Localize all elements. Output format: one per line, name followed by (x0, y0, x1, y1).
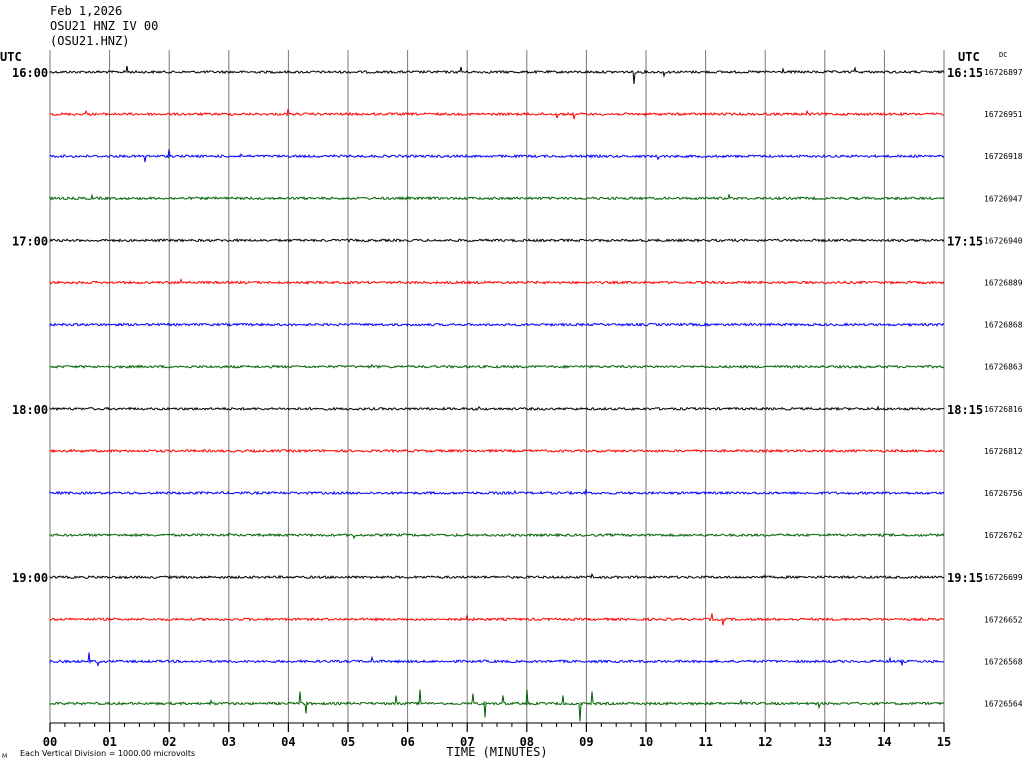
seismic-trace (49, 363, 945, 370)
x-tick-label: 09 (579, 735, 593, 749)
dc-value: 16726863 (984, 363, 1023, 372)
dc-value: 16726940 (984, 236, 1023, 245)
right-time-label: 16:15 (947, 66, 983, 80)
left-time-label: 17:00 (12, 234, 48, 248)
label-group: UTC UTC DC 16:00 16:15 16726897 16726951 167269… (0, 50, 1023, 709)
dc-value: 16726816 (984, 405, 1023, 414)
x-tick-label: 13 (818, 735, 832, 749)
dc-value: 16726652 (984, 615, 1023, 624)
x-tick-label: 14 (877, 735, 891, 749)
seismic-trace (49, 448, 945, 454)
dc-value: 16726947 (984, 194, 1023, 203)
seismic-trace (49, 322, 945, 328)
channel-code: (OSU21.HNZ) (50, 34, 130, 48)
x-tick-label: 10 (639, 735, 653, 749)
x-tick-label: 08 (520, 735, 534, 749)
dc-header: DC (999, 51, 1007, 59)
trace-group (49, 65, 945, 722)
dc-value: 16726889 (984, 279, 1023, 288)
seismic-trace (49, 193, 945, 201)
plot-date: Feb 1,2026 (50, 4, 123, 18)
seismic-trace (49, 65, 945, 85)
dc-value: 16726762 (984, 531, 1023, 540)
dc-value: 16726756 (984, 489, 1023, 498)
x-tick-label: 01 (102, 735, 116, 749)
seismic-trace (49, 689, 945, 722)
right-utc-header: UTC (958, 50, 980, 64)
seismic-trace (49, 277, 945, 285)
seismic-trace (49, 652, 945, 668)
x-tick-label: 15 (937, 735, 951, 749)
dc-value: 16726568 (984, 657, 1023, 666)
x-tick-label: 12 (758, 735, 772, 749)
right-time-label: 18:15 (947, 403, 983, 417)
seismic-trace (49, 488, 945, 496)
left-time-label: 18:00 (12, 403, 48, 417)
seismic-trace (49, 613, 945, 626)
left-time-label: 16:00 (12, 66, 48, 80)
scale-note: Each Vertical Division = 1000.00 microvo… (20, 749, 196, 758)
dc-value: 16726699 (984, 573, 1023, 582)
seismic-trace (49, 532, 945, 540)
time-grid (49, 50, 945, 723)
x-tick-label: 02 (162, 735, 176, 749)
dc-value: 16726868 (984, 321, 1023, 330)
left-utc-header: UTC (0, 50, 22, 64)
dc-value: 16726897 (984, 68, 1023, 77)
dc-value: 16726918 (984, 152, 1023, 161)
seismic-trace (49, 238, 945, 244)
right-time-label: 17:15 (947, 234, 983, 248)
x-tick-label: 04 (281, 735, 295, 749)
seismic-trace (49, 108, 945, 120)
station-label: OSU21 HNZ IV 00 (50, 19, 159, 33)
dc-value: 16726951 (984, 110, 1023, 119)
x-tick-label: 06 (400, 735, 414, 749)
x-tick-label: 03 (222, 735, 236, 749)
time-axis: 00 01 02 03 04 05 06 07 08 09 10 11 12 13 14 15 TIME (MI… (43, 722, 951, 759)
seismic-trace (49, 572, 945, 580)
dc-value: 16726564 (984, 700, 1023, 709)
x-tick-label: 00 (43, 735, 57, 749)
x-axis-title: TIME (MINUTES) (446, 745, 547, 759)
left-time-label: 19:00 (12, 571, 48, 585)
x-tick-label: 11 (698, 735, 712, 749)
seismic-trace (49, 405, 945, 412)
corner-mark: M (2, 753, 8, 760)
right-time-label: 19:15 (947, 571, 983, 585)
x-tick-label: 07 (460, 735, 474, 749)
dc-value: 16726812 (984, 447, 1023, 456)
x-tick-label: 05 (341, 735, 355, 749)
seismic-trace (49, 149, 945, 163)
